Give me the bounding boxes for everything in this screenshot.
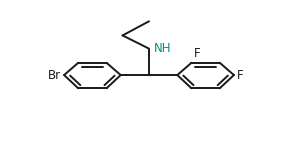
Text: Br: Br: [48, 69, 61, 82]
Text: F: F: [237, 69, 243, 82]
Text: NH: NH: [154, 42, 171, 55]
Text: F: F: [194, 47, 201, 60]
